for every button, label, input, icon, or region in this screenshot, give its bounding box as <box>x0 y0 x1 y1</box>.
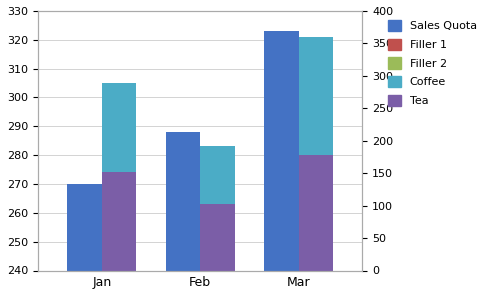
Bar <box>264 31 298 271</box>
Bar <box>200 147 235 204</box>
Bar <box>298 37 333 155</box>
Bar <box>68 184 102 271</box>
Bar <box>200 204 235 271</box>
Legend: Sales Quota, Filler 1, Filler 2, Coffee, Tea: Sales Quota, Filler 1, Filler 2, Coffee,… <box>384 17 480 109</box>
Bar <box>102 173 136 271</box>
Bar <box>102 83 136 173</box>
Bar <box>166 132 200 271</box>
Bar <box>298 155 333 271</box>
